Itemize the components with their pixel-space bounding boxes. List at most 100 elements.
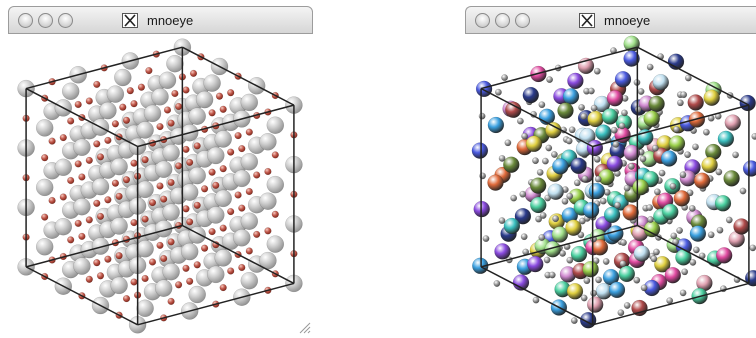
atom-sphere [475,80,493,98]
atom-sphere [603,188,611,196]
atom-sphere [201,244,209,252]
atom-sphere [240,212,259,230]
title-bar[interactable]: mnoeye [465,6,756,34]
atom-sphere [639,155,647,163]
atom-sphere [207,146,225,165]
atom-sphere [137,83,146,91]
atom-sphere [498,155,506,162]
atom-sphere [614,71,632,88]
atom-sphere [646,63,654,71]
atom-sphere [632,178,649,196]
atom-sphere [668,135,686,152]
atom-sphere [233,169,251,188]
atom-sphere [148,199,157,207]
atom-sphere [522,86,540,104]
atom-sphere [266,235,284,253]
atom-sphere [245,187,253,196]
atom-sphere [85,97,93,105]
3d-viewport[interactable] [465,34,756,338]
atom-sphere [154,279,173,297]
atom-sphere [207,265,225,284]
atom-sphere [259,192,277,210]
atom-sphere [529,177,547,194]
atom-sphere [271,210,279,218]
atom-sphere [136,240,154,258]
atom-sphere [715,168,723,176]
zoom-button[interactable] [515,13,530,28]
atom-sphere [122,116,131,124]
atom-sphere [136,121,154,139]
atom-sphere [538,101,546,109]
atom-sphere [647,216,654,223]
atom-sphere [472,257,489,275]
atom-sphere [519,190,527,198]
title-bar[interactable]: mnoeye [8,6,313,34]
atom-sphere [91,237,110,255]
atom-sphere [104,255,112,263]
atom-sphere [85,216,93,224]
atom-sphere [627,162,635,170]
atom-sphere [78,173,86,181]
atom-sphere [593,67,601,75]
atom-sphere [633,245,651,262]
atom-sphere [114,68,132,87]
atom-sphere [41,213,49,221]
x11-icon [122,13,138,28]
atom-sphere [59,133,67,142]
atom-sphere [193,201,201,209]
atom-sphere [689,225,707,242]
atom-sphere [234,131,242,140]
atom-sphere [568,126,576,134]
atom-sphere [693,172,711,189]
atom-sphere [684,151,692,159]
atom-sphere [702,128,710,136]
atom-sphere [573,179,581,187]
atom-sphere [96,212,105,221]
atom-sphere [62,82,80,100]
atom-sphere [623,302,631,309]
atom-sphere [167,119,175,127]
atom-sphere [48,137,56,145]
minimize-button[interactable] [38,13,53,28]
atom-sphere [570,317,578,324]
cell-edge [480,87,593,148]
atom-sphere [545,121,562,139]
atom-sphere [570,245,588,263]
atom-sphere [167,178,175,187]
atom-sphere [104,196,112,204]
atom-sphere [542,157,549,165]
close-button[interactable] [475,13,490,28]
resize-grip-icon[interactable] [297,320,311,334]
atom-sphere [544,240,561,258]
atom-sphere [751,133,756,140]
atom-sphere [122,176,131,184]
atom-sphere [478,112,486,120]
atom-sphere [48,196,56,205]
atom-sphere [214,189,232,208]
atom-sphere [581,175,589,183]
close-button[interactable] [18,13,33,28]
atom-sphere [219,105,227,113]
atom-sphere [193,142,201,150]
atom-sphere [186,277,194,285]
atom-sphere [487,116,505,134]
atom-sphere [182,205,190,213]
cell-edge [25,224,183,268]
minimize-button[interactable] [495,13,510,28]
atom-sphere [606,89,624,107]
atom-sphere [115,252,123,260]
3d-viewport[interactable] [8,34,313,338]
zoom-button[interactable] [58,13,73,28]
atom-sphere [623,50,640,67]
atom-sphere [158,71,177,89]
atom-sphere [264,227,272,235]
atom-sphere [583,277,591,285]
atom-sphere [561,197,569,205]
atom-sphere [586,296,604,313]
atom-sphere [74,100,82,109]
atom-sphere [723,170,740,187]
atom-sphere [219,224,227,232]
atom-sphere [73,197,91,216]
atom-sphere [643,110,660,127]
atom-sphere [503,217,521,235]
